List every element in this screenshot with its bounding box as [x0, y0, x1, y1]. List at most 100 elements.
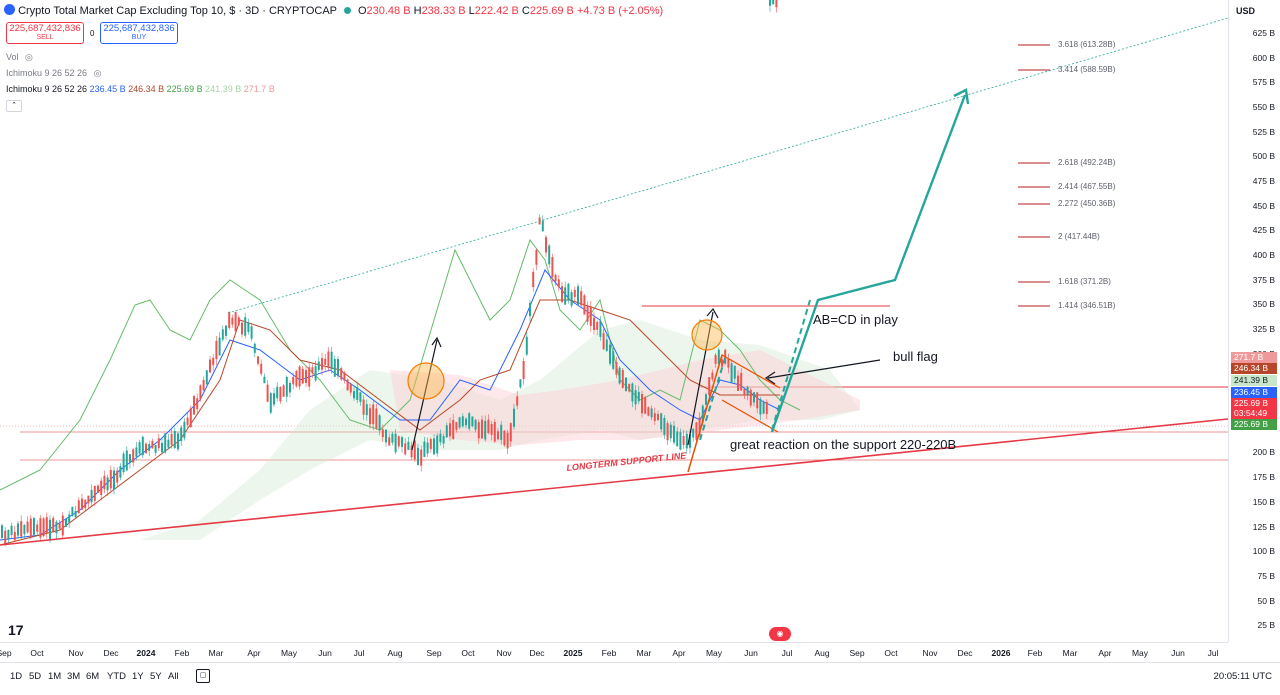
candle-body	[33, 518, 35, 535]
candle-body	[378, 415, 381, 431]
eye-off-icon[interactable]: ◎	[25, 52, 33, 62]
sell-button[interactable]: 225,687,432,836 SELL	[6, 22, 84, 44]
candle-body	[20, 521, 23, 537]
change-value: +4.73 B (+2.05%)	[576, 5, 664, 17]
candle-body	[465, 418, 467, 426]
candle-body	[177, 433, 179, 450]
collapse-icon[interactable]: ⌃	[6, 100, 22, 112]
candle-body	[90, 489, 93, 503]
vol-indicator[interactable]: Vol ◎	[6, 52, 33, 63]
price-axis[interactable]: 625 B 600 B 575 B 550 B 525 B 500 B 475 B 450 B…	[1228, 0, 1280, 642]
candle-body	[289, 383, 291, 393]
candle-body	[609, 344, 611, 364]
time-tick-label: Feb	[174, 648, 190, 658]
time-tick-label: Mar	[636, 648, 652, 658]
price-tick-label: 350 B	[1252, 299, 1275, 310]
time-axis[interactable]: Sep Oct Nov Dec 2024 Feb Mar Apr May Jun Jul Aug Sep…	[0, 642, 1228, 661]
tradingview-logo[interactable]: 17	[8, 622, 24, 638]
calendar-range-icon[interactable]: ▢	[196, 669, 210, 683]
time-tick-label: Aug	[814, 648, 830, 658]
candle-body	[481, 419, 483, 439]
bull-flag-arrow-head	[764, 371, 776, 385]
chart-canvas[interactable]	[0, 0, 1228, 642]
candle-body	[461, 416, 464, 427]
candle-body	[762, 402, 765, 414]
candle-body	[138, 442, 141, 454]
candle-body	[756, 392, 759, 409]
price-badge: 03:54:49	[1231, 408, 1277, 419]
candle-body	[586, 306, 589, 322]
candle-body	[81, 498, 83, 510]
ichimoku-indicator-hidden[interactable]: Ichimoku 9 26 52 26 ◎	[6, 68, 101, 79]
candle-body	[769, 0, 771, 6]
candle-body	[119, 466, 122, 478]
candle-body	[685, 433, 688, 449]
candle-body	[100, 480, 103, 496]
candle-body	[132, 449, 135, 463]
range-button-ytd[interactable]: YTD	[107, 671, 126, 682]
time-tick-label: Sep	[0, 648, 12, 658]
economic-event-icon[interactable]: ◉	[769, 627, 791, 641]
time-tick-label: Nov	[922, 648, 938, 658]
candle-body	[749, 389, 752, 406]
time-tick-label: Jul	[1207, 648, 1219, 658]
candle-body	[305, 370, 307, 383]
ichimoku-indicator[interactable]: Ichimoku 9 26 52 26 236.45 B 246.34 B 22…	[6, 84, 275, 94]
candle-body	[602, 333, 605, 350]
candle-body	[234, 312, 237, 332]
symbol-title[interactable]: Crypto Total Market Cap Excluding Top 10…	[18, 5, 337, 17]
candle-body	[513, 408, 515, 427]
candle-body	[679, 432, 682, 450]
eye-off-icon[interactable]: ◎	[93, 68, 102, 78]
price-tick-label: 75 B	[1257, 570, 1276, 581]
candle-body	[333, 359, 336, 377]
candle-body	[199, 385, 202, 399]
candle-body	[634, 390, 637, 405]
price-badge: 236.45 B	[1231, 387, 1277, 398]
time-tick-label: Jul	[781, 648, 793, 658]
candle-body	[221, 329, 224, 340]
candle-body	[68, 514, 71, 523]
candle-body	[535, 249, 538, 265]
candle-body	[269, 393, 272, 413]
currency-label[interactable]: USD	[1236, 6, 1256, 16]
range-button-1y[interactable]: 1Y	[132, 671, 144, 682]
candle-body	[4, 530, 7, 544]
range-button-all[interactable]: All	[168, 671, 179, 682]
candle-body	[468, 413, 471, 429]
candle-body	[708, 377, 711, 396]
range-button-5d[interactable]: 5D	[29, 671, 42, 682]
range-button-1d[interactable]: 1D	[10, 671, 23, 682]
time-tick-label: Feb	[601, 648, 617, 658]
candle-body	[301, 368, 304, 384]
candle-body	[682, 435, 685, 445]
abcd-annotation: AB=CD in play	[813, 312, 898, 327]
status-dot-icon	[343, 7, 351, 14]
range-button-1m[interactable]: 1M	[48, 671, 62, 682]
candle-body	[10, 525, 13, 535]
candle-body	[314, 366, 317, 381]
chart-area[interactable]: Crypto Total Market Cap Excluding Top 10…	[0, 0, 1228, 642]
range-button-6m[interactable]: 6M	[86, 671, 100, 682]
candle-body	[157, 438, 160, 449]
candle-body	[737, 375, 739, 391]
buy-button[interactable]: 225,687,432,836 BUY	[100, 22, 178, 44]
range-button-5y[interactable]: 5Y	[150, 671, 162, 682]
high-label: H	[413, 5, 422, 17]
candle-body	[55, 521, 58, 534]
utc-clock[interactable]: 20:05:11 UTC	[1213, 671, 1272, 682]
candle-body	[189, 408, 192, 428]
time-tick-label: Sep	[426, 648, 442, 658]
candle-body	[631, 383, 634, 402]
open-label: O	[357, 5, 367, 17]
fib-level-label: 3.414 (588.59B)	[1058, 65, 1116, 74]
candle-body	[58, 522, 61, 529]
ichimoku-cloud-green	[140, 320, 860, 540]
candle-body	[202, 379, 205, 391]
candle-body	[321, 358, 323, 370]
buy-label: BUY	[131, 34, 147, 41]
support-reaction-annotation: great reaction on the support 220-220B	[730, 437, 957, 452]
range-button-3m[interactable]: 3M	[67, 671, 81, 682]
symbol-logo-icon	[4, 4, 15, 15]
sell-value: 225,687,432,836	[9, 23, 81, 34]
